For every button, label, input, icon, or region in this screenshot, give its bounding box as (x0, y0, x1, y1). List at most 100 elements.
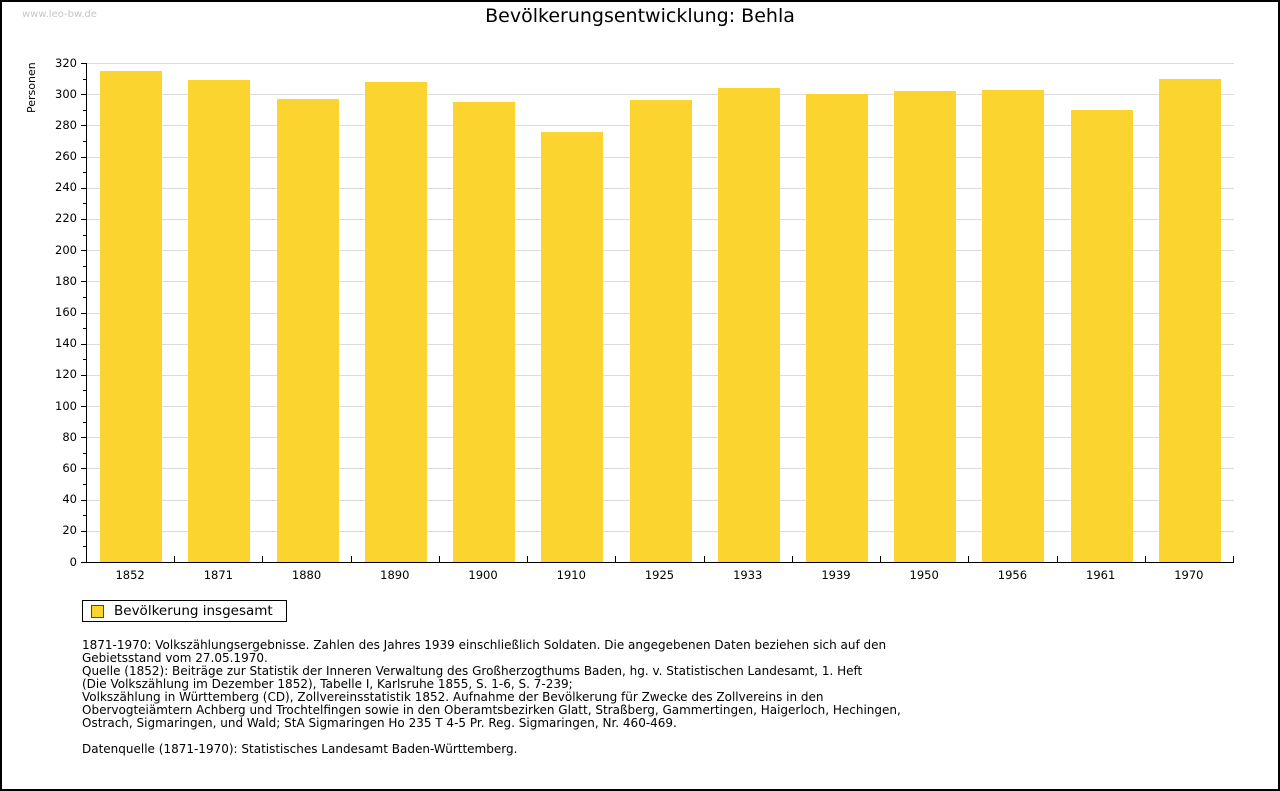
x-tick-2 (262, 556, 264, 563)
bar-1956 (982, 89, 1045, 562)
legend: Bevölkerung insgesamt (82, 600, 287, 622)
y-tick-300 (81, 94, 87, 95)
footer-line-1: 1871-1970: Volkszählungsergebnisse. Zahl… (82, 638, 887, 652)
x-tick-label-1956: 1956 (997, 568, 1028, 582)
bar-1871 (188, 80, 251, 562)
y-tick-200 (81, 250, 87, 251)
y-tick-280 (81, 125, 87, 126)
plot-area: 0 20 40 60 80 100 120 140 160 180 200 220 240 260 280 3… (55, 56, 1234, 568)
y-tick-label-260: 260 (55, 149, 77, 164)
gridline-y-300 (87, 94, 1234, 96)
x-tick-10 (968, 556, 970, 563)
x-axis-labels: 1852 1871 1880 1890 1900 1910 1925 1933 1939 1950… (86, 568, 1233, 584)
y-tick-90 (83, 422, 87, 423)
x-tick-9 (880, 556, 882, 563)
footer-line-2: Gebietsstand vom 27.05.1970. (82, 651, 268, 665)
legend-label: Bevölkerung insgesamt (114, 603, 273, 619)
bar-1970 (1158, 78, 1221, 562)
bar-1961 (1070, 109, 1133, 562)
y-tick-110 (83, 390, 87, 391)
bar-1900 (453, 101, 516, 562)
bar-1880 (276, 98, 339, 562)
y-tick-230 (83, 203, 87, 204)
y-tick-label-140: 140 (55, 336, 77, 351)
x-tick-label-1900: 1900 (468, 568, 498, 582)
y-tick-60 (81, 468, 87, 469)
x-tick-label-1933: 1933 (733, 568, 763, 582)
footer-line-3: Quelle (1852): Beiträge zur Statistik de… (82, 664, 863, 678)
y-tick-320 (81, 63, 87, 64)
x-tick-label-1925: 1925 (644, 568, 675, 582)
y-tick-100 (81, 406, 87, 407)
y-tick-label-280: 280 (55, 117, 77, 132)
y-tick-250 (83, 172, 87, 173)
y-tick-40 (81, 500, 87, 501)
x-tick-1 (174, 556, 176, 563)
y-axis-title: Personen (25, 62, 38, 113)
x-tick-label-1950: 1950 (909, 568, 939, 582)
y-tick-140 (81, 344, 87, 345)
y-tick-label-180: 180 (55, 273, 77, 288)
y-tick-180 (81, 281, 87, 282)
y-tick-20 (81, 531, 87, 532)
y-tick-80 (81, 437, 87, 438)
x-tick-label-1961: 1961 (1086, 568, 1116, 582)
y-tick-310 (83, 79, 87, 80)
y-tick-50 (83, 484, 87, 485)
x-tick-label-1880: 1880 (291, 568, 322, 582)
y-tick-270 (83, 141, 87, 142)
y-tick-label-80: 80 (62, 429, 77, 444)
y-tick-label-20: 20 (62, 523, 77, 538)
x-tick-label-1871: 1871 (203, 568, 233, 582)
y-tick-30 (83, 515, 87, 516)
y-tick-label-320: 320 (55, 55, 77, 70)
legend-swatch-icon (91, 604, 104, 618)
y-tick-label-240: 240 (55, 180, 77, 195)
footer-line-6: Obervogteiämtern Achberg und Trochtelfin… (82, 703, 901, 717)
watermark: www.leo-bw.de (22, 9, 97, 20)
y-tick-label-220: 220 (55, 211, 77, 226)
bar-1910 (541, 131, 604, 562)
y-tick-70 (83, 453, 87, 454)
bar-1852 (100, 70, 163, 562)
x-tick-label-1970: 1970 (1174, 568, 1204, 582)
y-tick-290 (83, 110, 87, 111)
y-tick-label-200: 200 (55, 242, 77, 257)
bar-1950 (894, 91, 957, 562)
bar-1925 (629, 100, 692, 562)
y-tick-130 (83, 359, 87, 360)
y-tick-label-40: 40 (62, 492, 77, 507)
bar-1939 (805, 94, 868, 562)
y-tick-120 (81, 375, 87, 376)
y-tick-label-160: 160 (55, 305, 77, 319)
bar-1890 (364, 81, 427, 562)
x-tick-label-1852: 1852 (115, 568, 145, 582)
y-tick-160 (81, 313, 87, 314)
y-tick-190 (83, 266, 87, 267)
x-tick-6 (615, 556, 617, 563)
gridline-y-320 (87, 63, 1234, 64)
y-tick-label-0: 0 (69, 554, 77, 569)
y-tick-label-100: 100 (55, 398, 77, 413)
bar-1933 (717, 87, 780, 562)
y-tick-240 (81, 188, 87, 189)
x-tick-8 (791, 556, 793, 563)
y-tick-label-120: 120 (55, 367, 77, 382)
y-tick-260 (81, 157, 87, 158)
x-tick-label-1890: 1890 (380, 568, 410, 582)
x-tick-13 (1233, 556, 1234, 563)
x-tick-7 (703, 556, 705, 563)
y-tick-220 (81, 219, 87, 220)
y-tick-0 (81, 562, 87, 563)
footer-line-7: Ostrach, Sigmaringen, und Wald; StA Sigm… (82, 716, 677, 730)
x-tick-3 (350, 556, 352, 563)
y-tick-170 (83, 297, 87, 298)
x-tick-12 (1144, 556, 1146, 563)
y-tick-210 (83, 235, 87, 236)
y-tick-label-60: 60 (62, 460, 77, 475)
footer-line-4: (Die Volkszählung im Dezember 1852), Tab… (82, 677, 573, 691)
x-tick-label-1910: 1910 (556, 568, 586, 582)
y-tick-150 (83, 328, 87, 329)
footer-datasource: Datenquelle (1871-1970): Statistisches L… (82, 742, 518, 756)
